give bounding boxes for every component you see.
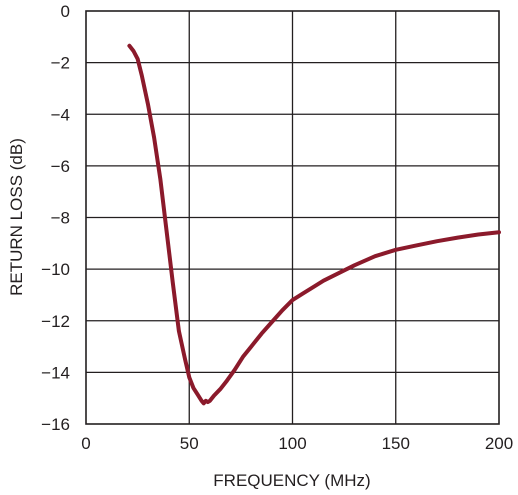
y-tick-label: −2: [51, 54, 70, 73]
y-axis-title: RETURN LOSS (dB): [7, 138, 26, 296]
x-axis-title: FREQUENCY (MHz): [213, 471, 370, 490]
plot-frame: [85, 10, 500, 425]
y-tick-label: −14: [41, 363, 70, 382]
x-tick-labels: 0 50 100 150 200: [81, 434, 513, 453]
y-tick-label: −10: [41, 260, 70, 279]
y-tick-label: −16: [41, 415, 70, 434]
y-tick-label: −8: [51, 209, 70, 228]
x-tick-label: 100: [278, 434, 306, 453]
grid: [86, 11, 499, 424]
x-tick-label: 50: [180, 434, 199, 453]
y-tick-labels: 0 −2 −4 −6 −8 −10 −12 −14 −16: [41, 2, 70, 434]
y-tick-label: −12: [41, 312, 70, 331]
x-tick-label: 150: [382, 434, 410, 453]
x-tick-label: 200: [485, 434, 513, 453]
y-tick-label: −4: [51, 105, 70, 124]
x-tick-label: 0: [81, 434, 90, 453]
y-tick-label: −6: [51, 157, 70, 176]
y-tick-label: 0: [61, 2, 70, 21]
return-loss-line: [127, 43, 501, 406]
